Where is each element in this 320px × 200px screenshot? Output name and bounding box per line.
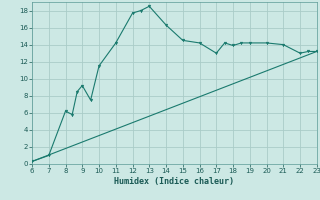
X-axis label: Humidex (Indice chaleur): Humidex (Indice chaleur) [115,177,234,186]
